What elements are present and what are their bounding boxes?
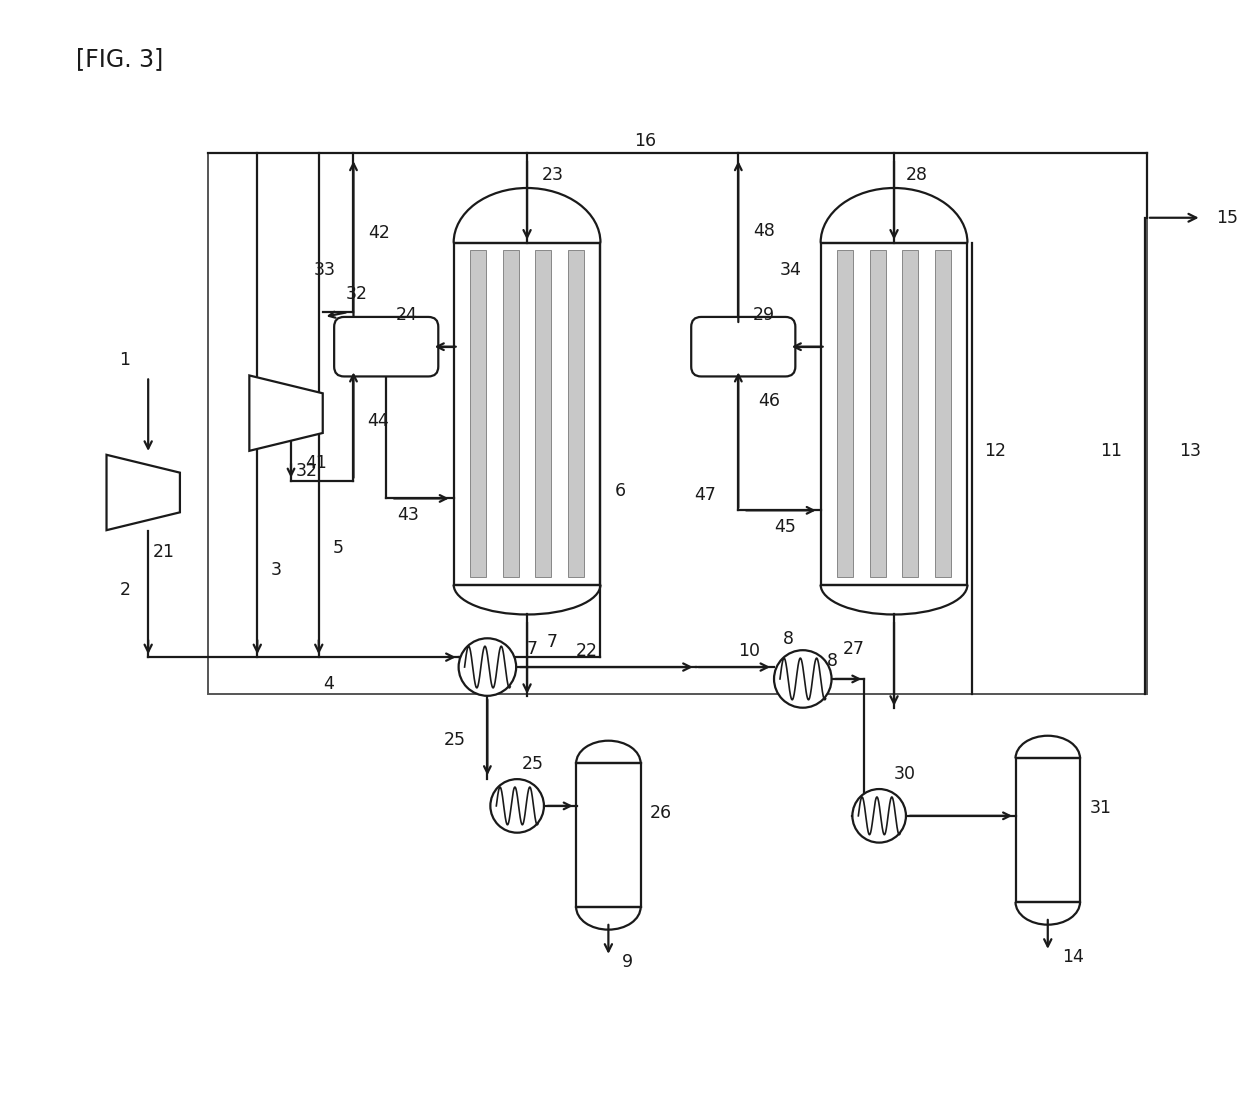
Text: 3: 3 xyxy=(272,561,283,578)
Polygon shape xyxy=(249,375,322,450)
Text: 30: 30 xyxy=(894,765,916,783)
Text: 25: 25 xyxy=(522,755,544,773)
Text: 22: 22 xyxy=(575,643,598,660)
Text: 42: 42 xyxy=(368,224,391,242)
Polygon shape xyxy=(837,251,853,576)
Text: 11: 11 xyxy=(1100,442,1122,460)
Text: 28: 28 xyxy=(906,166,928,184)
FancyBboxPatch shape xyxy=(334,317,438,376)
Text: 6: 6 xyxy=(614,481,625,499)
Text: 23: 23 xyxy=(542,166,564,184)
Text: 7: 7 xyxy=(547,634,558,651)
Text: 2: 2 xyxy=(119,581,130,598)
Text: 33: 33 xyxy=(314,262,336,279)
Polygon shape xyxy=(470,251,486,576)
Polygon shape xyxy=(821,243,967,585)
Text: 25: 25 xyxy=(444,732,465,750)
Text: 31: 31 xyxy=(1090,799,1111,817)
Polygon shape xyxy=(577,763,641,907)
Text: 4: 4 xyxy=(324,675,334,693)
FancyBboxPatch shape xyxy=(691,317,795,376)
Polygon shape xyxy=(935,251,951,576)
Text: 8: 8 xyxy=(827,652,838,670)
Text: 44: 44 xyxy=(367,412,389,431)
Circle shape xyxy=(459,638,516,696)
Text: 48: 48 xyxy=(753,222,775,240)
Circle shape xyxy=(490,779,544,832)
Circle shape xyxy=(774,650,832,708)
Text: 45: 45 xyxy=(774,518,796,537)
Text: 5: 5 xyxy=(332,539,343,558)
Polygon shape xyxy=(568,251,584,576)
Circle shape xyxy=(852,789,906,842)
Text: 8: 8 xyxy=(782,630,794,648)
Text: 32: 32 xyxy=(296,461,317,479)
Text: 46: 46 xyxy=(758,392,780,411)
Text: 43: 43 xyxy=(397,507,419,524)
Text: 1: 1 xyxy=(119,351,130,369)
Polygon shape xyxy=(536,251,552,576)
Text: [FIG. 3]: [FIG. 3] xyxy=(76,47,162,71)
Text: 7: 7 xyxy=(527,640,538,658)
Text: 47: 47 xyxy=(694,487,717,505)
Text: 27: 27 xyxy=(842,640,864,658)
Text: 26: 26 xyxy=(650,804,672,821)
Text: 16: 16 xyxy=(634,132,656,150)
Text: 34: 34 xyxy=(780,262,802,279)
Text: 41: 41 xyxy=(305,454,327,471)
Text: 9: 9 xyxy=(622,953,634,970)
Text: 24: 24 xyxy=(396,306,418,323)
Polygon shape xyxy=(869,251,885,576)
Text: 13: 13 xyxy=(1179,442,1200,460)
Polygon shape xyxy=(1016,758,1080,902)
Polygon shape xyxy=(503,251,518,576)
Text: 21: 21 xyxy=(153,543,175,561)
Polygon shape xyxy=(903,251,919,576)
Text: 10: 10 xyxy=(738,643,760,660)
Text: 32: 32 xyxy=(346,285,367,304)
Text: 29: 29 xyxy=(753,306,775,323)
Text: 15: 15 xyxy=(1216,209,1239,226)
Text: 14: 14 xyxy=(1061,947,1084,966)
Polygon shape xyxy=(454,243,600,585)
Polygon shape xyxy=(107,455,180,530)
Text: 12: 12 xyxy=(985,442,1007,460)
